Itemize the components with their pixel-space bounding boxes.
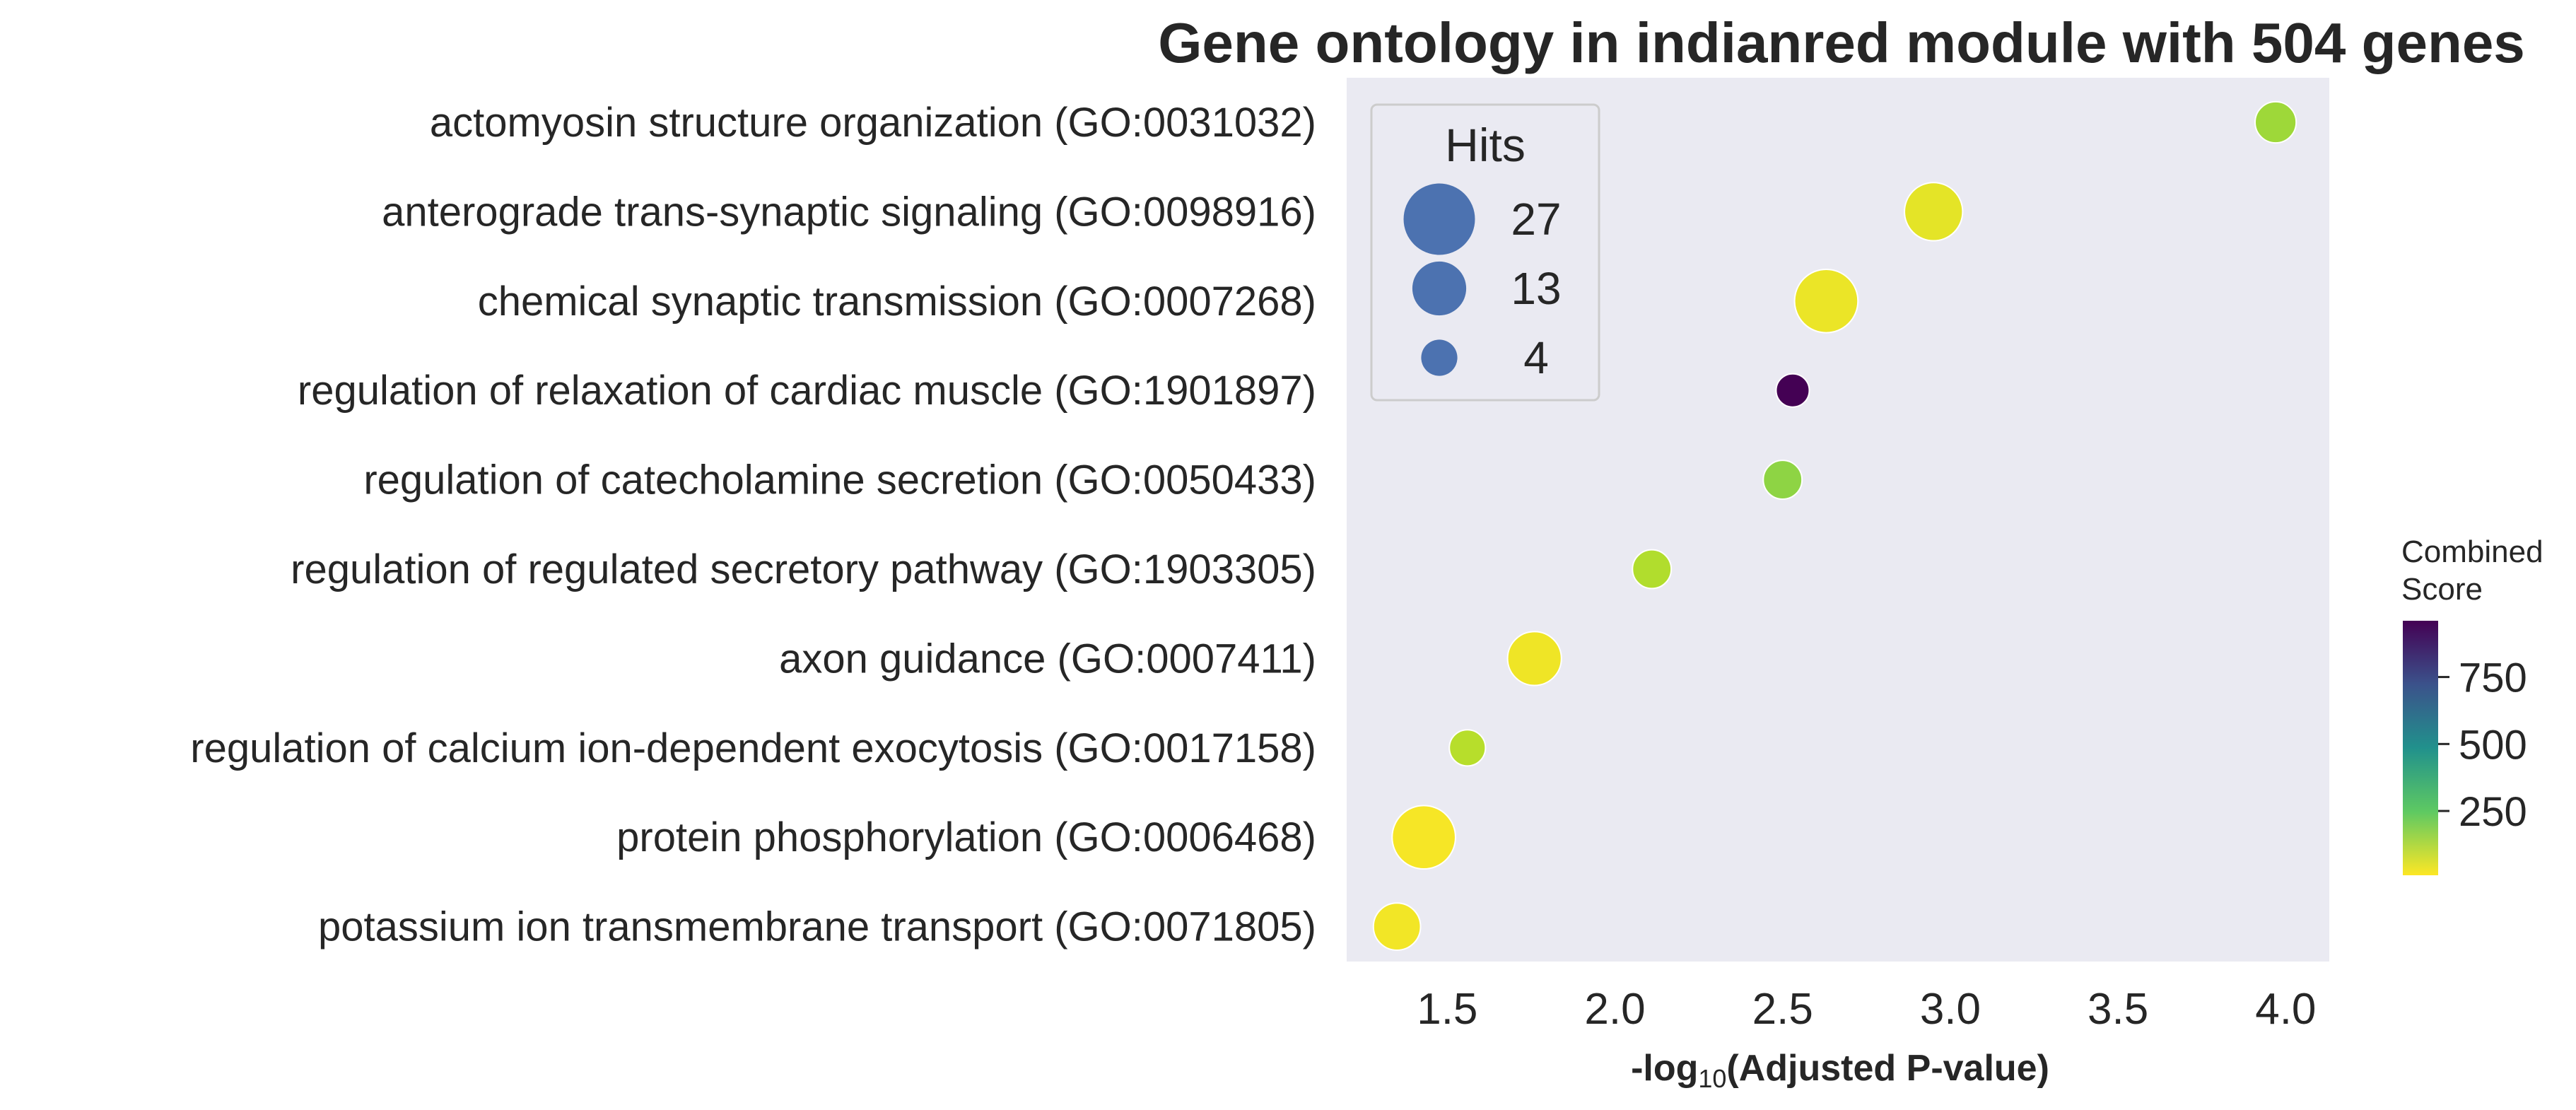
chart-title: Gene ontology in indianred module with 5… [1158, 11, 2525, 74]
data-point [1506, 631, 1562, 687]
colorbar-tick-label: 500 [2459, 722, 2527, 768]
colorbar-tick-label: 250 [2459, 789, 2527, 835]
legend-marker [1421, 339, 1458, 376]
x-tick-label: 1.5 [1417, 985, 1477, 1034]
y-tick-label: regulation of calcium ion-dependent exoc… [190, 725, 1316, 771]
data-point [1793, 268, 1859, 334]
scatter-points [1372, 100, 2297, 951]
y-tick-label: anterograde trans-synaptic signaling (GO… [382, 189, 1316, 235]
colorbar-tick-label: 750 [2459, 655, 2527, 701]
x-tick-label: 3.5 [2088, 985, 2148, 1034]
y-tick-label: protein phosphorylation (GO:0006468) [616, 814, 1316, 860]
legend-title: Hits [1445, 119, 1526, 171]
colorbar-gradient [2403, 621, 2438, 875]
colorbar: Combined Score 250 500 750 [2401, 534, 2543, 875]
data-point [1391, 805, 1456, 870]
data-point [1448, 729, 1487, 767]
data-point [1904, 182, 1964, 242]
colorbar-title-line2: Score [2401, 572, 2483, 607]
colorbar-title-line1: Combined [2401, 534, 2543, 569]
size-legend: Hits 27 13 4 [1370, 103, 1600, 402]
y-tick-label: regulation of relaxation of cardiac musc… [298, 368, 1316, 414]
y-tick-label: axon guidance (GO:0007411) [779, 636, 1316, 682]
legend-entries: 27 13 4 [1403, 183, 1562, 383]
y-tick-label: regulation of regulated secretory pathwa… [291, 547, 1316, 592]
y-tick-label: chemical synaptic transmission (GO:00072… [478, 279, 1316, 325]
data-point [1775, 373, 1810, 408]
data-point [2254, 100, 2297, 144]
data-point [1762, 460, 1803, 501]
y-tick-label: actomyosin structure organization (GO:00… [430, 100, 1316, 146]
data-point [1632, 549, 1673, 590]
y-tick-label: potassium ion transmembrane transport (G… [318, 904, 1316, 950]
x-tick-label: 2.0 [1584, 985, 1645, 1034]
legend-marker [1412, 261, 1467, 316]
x-tick-label: 3.0 [1920, 985, 1981, 1034]
legend-marker [1403, 183, 1475, 255]
legend-label: 4 [1523, 332, 1549, 383]
y-axis-labels: actomyosin structure organization (GO:00… [190, 100, 1316, 950]
data-point [1372, 902, 1422, 951]
legend-label: 27 [1511, 194, 1561, 245]
x-tick-label: 2.5 [1752, 985, 1813, 1034]
colorbar-ticks: 250 500 750 [2438, 655, 2527, 835]
y-tick-label: regulation of catecholamine secretion (G… [363, 457, 1316, 503]
x-axis-label: -log10(Adjusted P-value) [1631, 1048, 2049, 1093]
x-tick-label: 4.0 [2255, 985, 2316, 1034]
legend-frame [1370, 103, 1600, 402]
x-axis-ticks: 1.5 2.0 2.5 3.0 3.5 4.0 [1417, 985, 2316, 1034]
legend-label: 13 [1511, 263, 1561, 314]
